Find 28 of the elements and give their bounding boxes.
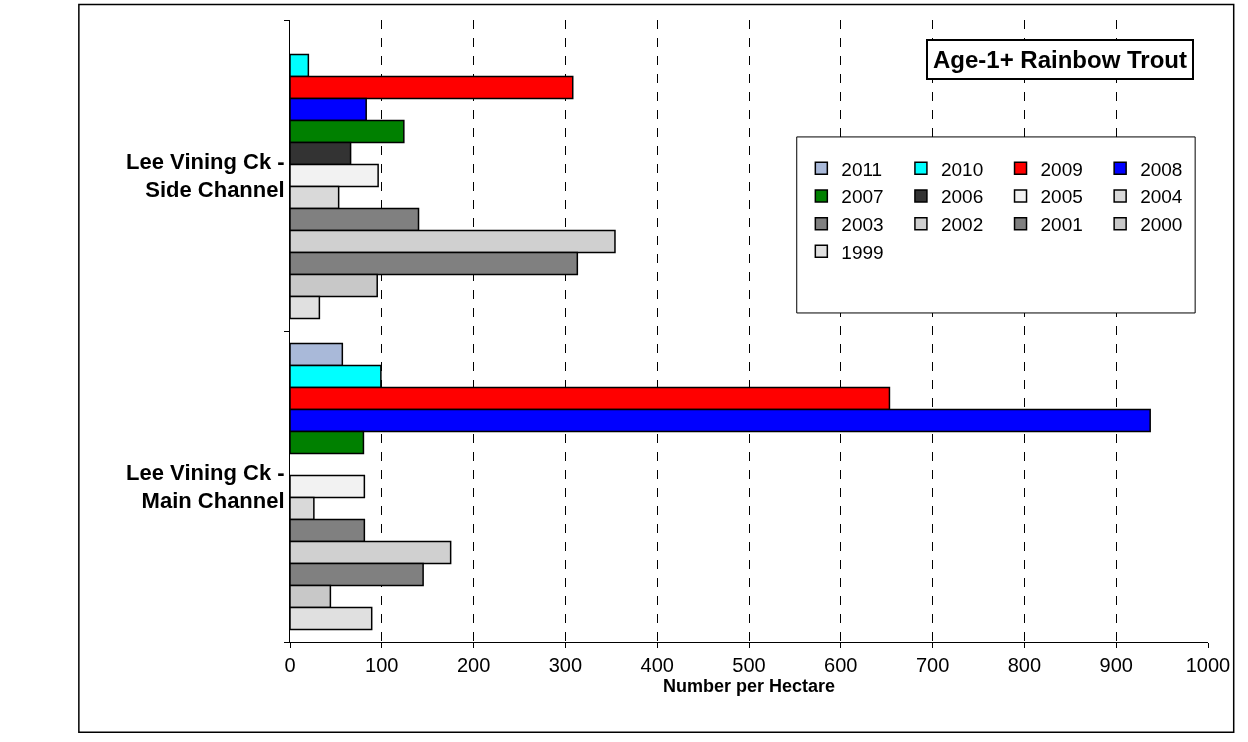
legend-label: 2003 bbox=[841, 214, 884, 236]
legend-label: 2002 bbox=[940, 214, 984, 236]
legend-label: 2007 bbox=[841, 186, 884, 208]
legend-label: 2008 bbox=[1140, 158, 1183, 180]
y-tick-label: Lee Vining Ck - Side Channel bbox=[126, 148, 285, 203]
x-tick-label: 200 bbox=[456, 654, 491, 676]
legend-label: 2001 bbox=[1040, 214, 1083, 236]
x-tick-label: 500 bbox=[732, 654, 766, 676]
legend-label: 2006 bbox=[940, 186, 984, 208]
legend-label: 2010 bbox=[940, 158, 984, 180]
x-tick-label: 1000 bbox=[1185, 654, 1231, 676]
x-tick-label: 0 bbox=[284, 654, 296, 676]
legend-label: 2005 bbox=[1040, 186, 1083, 208]
legend-label: 2009 bbox=[1040, 158, 1083, 180]
x-tick-label: 100 bbox=[365, 654, 399, 676]
text: Age-1+ Rainbow Trout bbox=[933, 46, 1188, 73]
legend-label: 1999 bbox=[841, 241, 884, 263]
x-tick-label: 300 bbox=[548, 654, 583, 676]
legend-label: 2000 bbox=[1140, 214, 1183, 236]
x-tick-label: 800 bbox=[1007, 654, 1042, 676]
x-tick-label: 900 bbox=[1099, 654, 1133, 676]
legend-label: 2004 bbox=[1140, 186, 1183, 208]
legend-label: 2011 bbox=[841, 158, 883, 180]
x-tick-label: 400 bbox=[640, 654, 674, 676]
x-axis-title: Number per Hectare bbox=[662, 676, 836, 696]
y-tick-label: Lee Vining Ck - Main Channel bbox=[126, 459, 285, 514]
x-tick-label: 600 bbox=[824, 654, 858, 676]
x-tick-label: 700 bbox=[915, 654, 950, 676]
